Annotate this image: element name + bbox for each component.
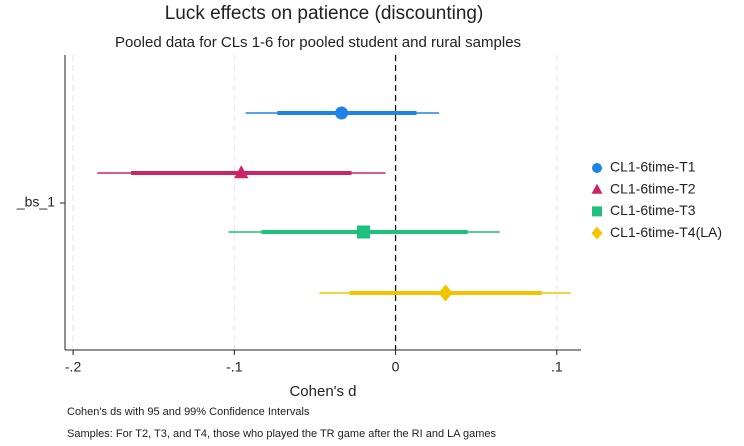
note: Cohen's ds with 95 and 99% Confidence In… [67, 406, 310, 418]
point [335, 106, 349, 120]
legend-label: CL1-6time-T4(LA) [610, 224, 722, 240]
point [438, 284, 453, 302]
legend-label: CL1-6time-T3 [610, 202, 696, 218]
category-label: _bs_1 [16, 194, 55, 210]
legend-marker [591, 183, 603, 194]
legend-label: CL1-6time-T1 [610, 159, 696, 175]
x-axis-label: Cohen's d [289, 383, 356, 400]
point [356, 225, 370, 239]
legend-marker [591, 226, 603, 240]
legend-marker [592, 163, 602, 173]
legend-marker [592, 206, 602, 217]
x-tick-label: 0 [392, 359, 400, 375]
note: Samples: For T2, T3, and T4, those who p… [67, 428, 497, 440]
x-tick-label: -.2 [65, 359, 82, 375]
x-tick-label: -.1 [226, 359, 243, 375]
x-tick-label: .1 [551, 359, 563, 375]
legend-label: CL1-6time-T2 [610, 180, 696, 196]
chart-title: Luck effects on patience (discounting) [165, 3, 484, 24]
point [234, 165, 249, 179]
chart-subtitle: Pooled data for CLs 1-6 for pooled stude… [115, 34, 521, 51]
